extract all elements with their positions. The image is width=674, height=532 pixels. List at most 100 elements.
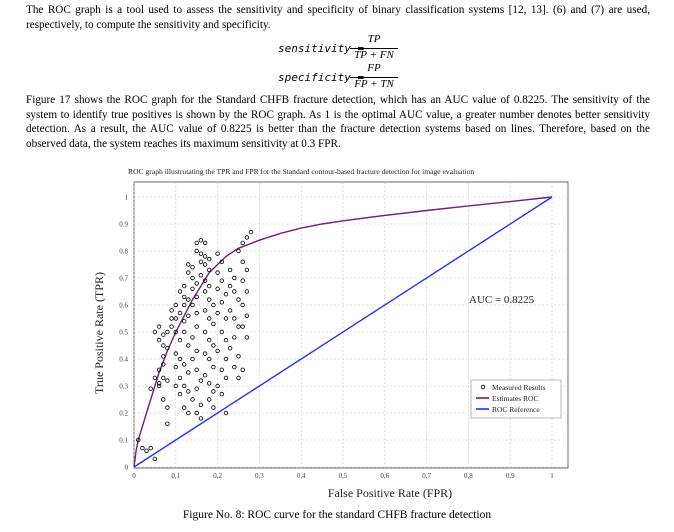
- measured-point: [227, 308, 233, 313]
- measured-point: [223, 337, 229, 343]
- measured-point: [181, 329, 187, 335]
- measured-point: [211, 321, 216, 327]
- x-tick-label: 0,4: [297, 472, 306, 480]
- x-tick-label: 0,7: [422, 472, 431, 480]
- measured-point: [215, 383, 220, 389]
- measured-point: [161, 332, 166, 337]
- measured-point: [156, 337, 162, 343]
- measured-point: [202, 262, 208, 267]
- measured-point: [140, 445, 145, 451]
- measured-point: [198, 259, 204, 264]
- measured-point: [169, 324, 174, 329]
- measured-point: [206, 337, 212, 343]
- measured-point: [186, 343, 191, 348]
- measured-point: [244, 313, 250, 318]
- measured-point: [211, 364, 216, 370]
- measured-point: [135, 437, 141, 443]
- measured-point: [240, 240, 245, 246]
- measured-point: [194, 248, 199, 254]
- measured-point: [194, 324, 199, 329]
- legend-label-measured: Measured Results: [492, 383, 546, 392]
- measured-point: [173, 383, 178, 389]
- y-tick-label: 0.9: [119, 221, 128, 229]
- measured-point: [173, 364, 178, 370]
- specificity-lhs: specificity =: [278, 71, 365, 84]
- specificity-denominator: FP + TN: [354, 78, 394, 90]
- measured-point: [190, 335, 195, 340]
- measured-point: [215, 310, 220, 316]
- x-tick-label: 1: [550, 472, 554, 480]
- measured-point: [156, 367, 162, 372]
- measured-point: [206, 381, 212, 386]
- measured-point: [177, 289, 183, 294]
- measured-point: [215, 348, 220, 354]
- y-tick-label: 0: [125, 464, 129, 472]
- measured-point: [223, 356, 229, 362]
- auc-annotation: AUC = 0.8225: [469, 294, 535, 306]
- measured-point: [215, 286, 220, 291]
- measured-point: [186, 262, 191, 267]
- measured-point: [206, 283, 212, 289]
- x-tick-label: 0,9: [506, 472, 515, 480]
- x-tick-label: 0,5: [339, 472, 348, 480]
- specificity-numerator: FP: [367, 62, 381, 74]
- measured-point: [177, 356, 183, 362]
- measured-point: [202, 289, 208, 294]
- measured-point: [161, 343, 166, 348]
- measured-point: [240, 302, 245, 308]
- measured-point: [181, 283, 187, 289]
- legend: Measured Results Estimates ROC ROC Refer…: [470, 379, 562, 419]
- measured-point: [206, 356, 212, 362]
- measured-point: [215, 270, 220, 275]
- measured-point: [190, 275, 195, 281]
- measured-point: [165, 405, 170, 410]
- measured-point: [219, 300, 224, 305]
- measured-point: [236, 297, 241, 302]
- measured-point: [173, 329, 178, 335]
- y-tick-label: 0.5: [119, 329, 128, 337]
- measured-point: [198, 402, 204, 408]
- measured-point: [202, 329, 208, 335]
- y-tick-label: 0.2: [119, 410, 128, 418]
- measured-point: [219, 259, 224, 264]
- measured-point: [202, 308, 208, 313]
- measured-point: [177, 337, 183, 343]
- measured-point: [244, 289, 250, 294]
- intro-paragraph: The ROC graph is a tool used to assess t…: [26, 4, 650, 31]
- sensitivity-fraction-bar: [350, 48, 398, 49]
- measured-point: [202, 254, 208, 259]
- measured-point: [148, 386, 153, 391]
- measured-point: [190, 397, 195, 402]
- legend-label-estimates: Estimates ROC: [492, 394, 538, 403]
- measured-point: [177, 391, 183, 397]
- measured-point: [202, 373, 208, 378]
- x-tick-label: 0,6: [380, 472, 389, 480]
- y-tick-label: 0.1: [119, 437, 128, 445]
- measured-point: [173, 351, 178, 356]
- measured-point: [219, 391, 224, 397]
- sensitivity-lhs: sensitivity =: [278, 42, 365, 55]
- y-tick-label: 0.4: [119, 356, 128, 364]
- measured-point: [181, 302, 187, 308]
- measured-point: [206, 397, 212, 402]
- measured-point: [223, 375, 229, 381]
- measured-point: [194, 386, 199, 391]
- x-tick-label: 0,8: [464, 472, 473, 480]
- y-tick-label: 1: [125, 194, 129, 202]
- measured-points: [135, 229, 254, 462]
- measured-point: [232, 364, 237, 370]
- measured-point: [194, 281, 199, 286]
- measured-point: [169, 308, 174, 313]
- measured-point: [244, 335, 250, 340]
- measured-point: [194, 348, 199, 354]
- chart-lines: [133, 196, 553, 468]
- measured-point: [181, 362, 187, 367]
- x-tick-label: 0,3: [255, 472, 264, 480]
- measured-point: [173, 316, 178, 321]
- measured-point: [194, 294, 199, 300]
- measured-point: [186, 389, 191, 394]
- measured-point: [152, 329, 158, 335]
- measured-point: [206, 256, 212, 262]
- measured-point: [232, 335, 237, 340]
- measured-point: [161, 375, 166, 381]
